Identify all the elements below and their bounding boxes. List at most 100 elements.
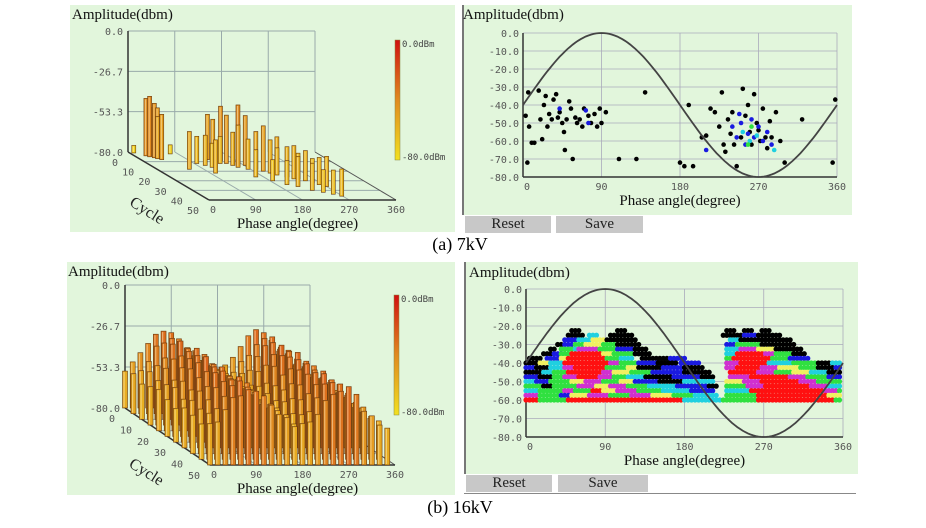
data-point — [559, 120, 565, 126]
data-point — [771, 147, 777, 153]
caption-a: (a) 7kV — [432, 234, 488, 254]
cycle-tick-label: 50 — [188, 471, 200, 482]
bar-highlight — [285, 418, 287, 464]
phase-tick-label: 360 — [386, 470, 404, 481]
bar — [164, 399, 171, 437]
reset-button-7kv[interactable]: Reset — [465, 216, 551, 233]
data-point — [751, 91, 757, 97]
x-tick-label: 0 — [527, 442, 533, 453]
data-point — [773, 109, 779, 115]
y-tick-label: -26.7 — [90, 322, 120, 333]
y-tick-label: 0.0 — [102, 281, 120, 292]
x-tick-label: 360 — [834, 442, 852, 453]
data-point — [760, 106, 766, 111]
cycle-tick-label: 10 — [120, 425, 132, 436]
bar-highlight — [370, 416, 372, 464]
cycle-tick-label: 30 — [155, 187, 167, 198]
data-point — [562, 147, 568, 153]
data-point — [536, 88, 541, 93]
y-axis-title: Amplitude(dbm) — [469, 265, 570, 281]
bar-highlight — [262, 126, 264, 171]
data-point — [836, 392, 843, 398]
data-point — [646, 351, 652, 357]
bar — [299, 423, 306, 466]
data-point — [805, 355, 811, 361]
data-point — [787, 337, 793, 343]
bar — [139, 383, 145, 420]
bar — [345, 386, 352, 466]
data-point — [539, 136, 545, 142]
bar — [369, 415, 375, 466]
data-point — [710, 378, 716, 385]
data-point — [760, 138, 766, 144]
data-point — [748, 328, 755, 334]
reset-button-16kv[interactable]: Reset — [466, 475, 552, 492]
bar-highlight — [211, 144, 213, 167]
data-point — [836, 374, 843, 380]
floor-gridline — [267, 151, 350, 201]
bar-highlight — [293, 427, 295, 464]
bar-highlight — [216, 422, 218, 464]
data-point — [629, 332, 635, 338]
data-point — [754, 120, 760, 126]
phase-tick-label: 180 — [293, 205, 311, 216]
data-point — [769, 142, 774, 147]
data-point — [682, 163, 687, 169]
cycle-tick-label: 40 — [171, 460, 183, 471]
data-point — [731, 328, 737, 334]
bar — [238, 395, 244, 466]
bar-highlight — [231, 398, 233, 464]
y-tick-label: -80.0 — [492, 433, 522, 444]
bar — [261, 395, 267, 466]
x-tick-label: 180 — [675, 442, 693, 453]
data-point — [576, 328, 582, 334]
bar-highlight — [132, 146, 134, 152]
data-point — [836, 360, 843, 366]
data-point — [734, 163, 739, 169]
bar-highlight — [153, 104, 155, 157]
y-tick-label: -60.0 — [489, 137, 519, 148]
data-point — [713, 392, 719, 398]
data-point — [593, 332, 600, 338]
save-button-16kv[interactable]: Save — [558, 475, 648, 492]
data-point — [546, 111, 552, 117]
data-point — [730, 109, 735, 115]
data-point — [764, 145, 770, 151]
bar-highlight — [219, 107, 221, 160]
bar — [322, 400, 329, 466]
phase-tick-label: 180 — [293, 470, 311, 481]
cycle-tick-label: 40 — [171, 196, 183, 207]
data-point — [756, 127, 761, 133]
bar-highlight — [332, 171, 334, 194]
data-point — [599, 120, 604, 126]
bar — [122, 370, 128, 409]
x-axis-title: Phase angle(degree) — [619, 193, 740, 209]
y-axis-title: Amplitude(dbm) — [72, 7, 173, 23]
bar — [253, 390, 260, 466]
data-point — [616, 156, 622, 162]
bar-highlight — [169, 145, 171, 153]
data-point — [745, 102, 751, 108]
data-point — [592, 111, 597, 117]
data-point — [632, 337, 638, 343]
data-point — [749, 142, 754, 147]
data-point — [734, 135, 739, 140]
data-point — [523, 113, 528, 119]
data-point — [799, 117, 805, 122]
data-point — [553, 91, 559, 97]
data-point — [543, 93, 548, 99]
data-point — [747, 138, 753, 144]
data-point — [690, 163, 696, 169]
data-point — [677, 160, 683, 165]
data-point — [532, 140, 537, 146]
data-point — [583, 108, 589, 113]
reference-sine-curve — [525, 288, 844, 438]
bar-highlight — [195, 137, 197, 163]
bar-highlight — [254, 392, 256, 464]
data-point — [642, 90, 648, 95]
data-point — [564, 117, 569, 122]
save-button-7kv[interactable]: Save — [556, 216, 643, 233]
cycle-tick-label: 50 — [187, 206, 199, 217]
data-point — [830, 160, 835, 165]
